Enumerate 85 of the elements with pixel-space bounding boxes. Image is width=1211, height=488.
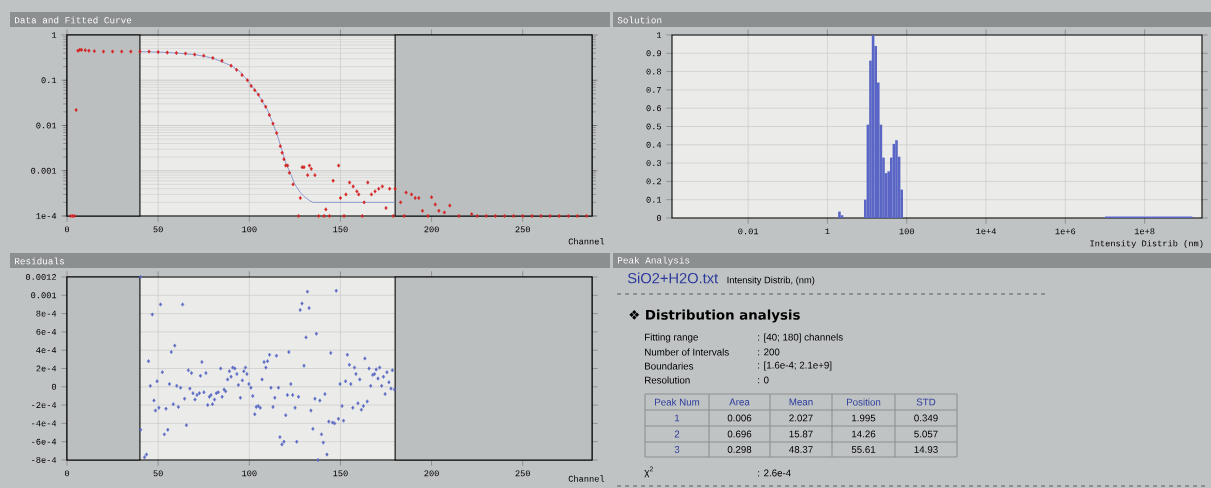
text: : [40; 180] channels	[758, 333, 843, 343]
y-tick-label: 0.5	[646, 123, 662, 130]
y-tick-label: -8e-4	[32, 457, 57, 463]
text: 14.26	[852, 430, 876, 438]
y-tick-label: 8e-4	[36, 310, 57, 317]
text: Fitting range	[645, 333, 698, 343]
x-axis-title: Intensity Distrib (nm)	[1090, 240, 1203, 249]
chart-title: Residuals	[15, 257, 64, 265]
text: 2.027	[789, 414, 813, 422]
text: : 0	[758, 376, 769, 384]
text: 0.006	[727, 414, 752, 422]
x-tick-label: 200	[424, 470, 439, 477]
text: 55.61	[851, 446, 876, 453]
x-tick-label: 1e+4	[976, 228, 996, 235]
x-tick-label: 250	[515, 470, 530, 477]
x-axis-title: Channel	[568, 238, 605, 245]
y-tick-label: -4e-4	[32, 420, 57, 427]
text: 0.696	[727, 430, 752, 438]
x-tick-label: 1e+6	[1055, 228, 1076, 235]
x-tick-label: 100	[242, 470, 257, 477]
text: : 2.6e-4	[758, 469, 791, 477]
y-tick-label: 2e-4	[36, 365, 57, 372]
y-tick-label: 0.1	[646, 196, 662, 203]
y-tick-label: 0	[656, 215, 662, 221]
text: STD	[916, 398, 936, 406]
x-axis-title: Channel	[568, 475, 605, 482]
text: 1	[675, 414, 680, 422]
text: 48.37	[789, 446, 813, 453]
y-tick-label: 0.001	[31, 292, 57, 299]
text: χ$^{2}$	[644, 466, 653, 478]
text: : 200	[758, 348, 780, 356]
y-tick-label: 1	[52, 32, 57, 38]
text: Number of Intervals	[645, 348, 729, 356]
x-tick-label: 50	[153, 226, 163, 233]
text: Position	[846, 398, 881, 406]
y-tick-label: 0.1	[41, 77, 57, 84]
text: ❖ Distribution analysis	[629, 309, 800, 323]
y-tick-label: 0.3	[646, 160, 662, 167]
text: Boundaries	[645, 362, 694, 370]
chart-title: Solution	[617, 16, 662, 24]
x-tick-label: 150	[333, 470, 348, 477]
text: 0.298	[727, 446, 752, 453]
text: 1.995	[852, 414, 876, 422]
x-tick-label: 50	[153, 470, 163, 477]
x-tick-label: 1e+8	[1134, 228, 1155, 235]
y-tick-label: 1e-4	[36, 213, 57, 219]
text: 14.93	[914, 446, 938, 453]
chart-title: Data and Fitted Curve	[15, 16, 132, 24]
y-tick-label: 1	[657, 32, 662, 38]
text: 0.349	[914, 414, 938, 422]
y-tick-label: -2e-4	[32, 402, 57, 409]
text: Mean	[789, 398, 813, 406]
y-tick-label: 0.01	[36, 122, 57, 129]
y-tick-label: 0.4	[646, 141, 662, 148]
text: Peak Analysis	[618, 256, 690, 266]
x-tick-label: 0	[64, 470, 70, 477]
text: 5.057	[914, 430, 938, 438]
text: 15.87	[789, 430, 813, 438]
x-tick-label: 200	[424, 226, 439, 233]
text: Intensity Distrib, (nm)	[727, 276, 815, 286]
text: Peak Num	[655, 398, 700, 406]
y-tick-label: 0.9	[646, 50, 661, 57]
x-tick-label: 100	[242, 226, 257, 233]
y-tick-label: 0.001	[31, 167, 57, 174]
y-tick-label: 0.2	[646, 178, 661, 185]
y-tick-label: 0	[51, 383, 57, 390]
y-tick-label: -6e-4	[32, 438, 57, 445]
text: 3	[674, 446, 680, 453]
x-tick-label: 250	[515, 226, 530, 233]
text: Resolution	[645, 376, 690, 384]
text: : [1.6e-4; 2.1e+9]	[758, 361, 832, 371]
y-tick-label: 0.8	[646, 68, 662, 75]
y-tick-label: 4e-4	[36, 347, 57, 354]
x-tick-label: 100	[899, 228, 914, 235]
text: SiO2+H2O.txt	[627, 272, 719, 284]
text: Area	[729, 398, 750, 406]
y-tick-label: 6e-4	[36, 328, 57, 335]
x-tick-label: 0.01	[738, 228, 759, 235]
y-tick-label: 0.7	[646, 86, 661, 93]
x-tick-label: 0	[64, 226, 70, 233]
x-tick-label: 1	[825, 228, 830, 235]
x-tick-label: 150	[333, 226, 348, 233]
y-tick-label: 0.6	[646, 105, 662, 112]
text: 2	[674, 430, 680, 438]
y-tick-label: 0.0012	[25, 274, 56, 280]
